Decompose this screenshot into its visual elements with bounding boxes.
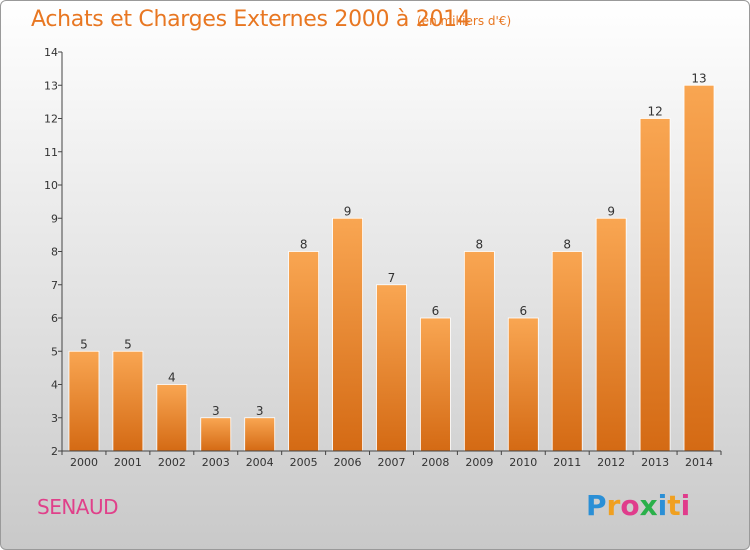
chart-subtitle: (en milliers d'€) xyxy=(417,14,512,28)
logo-letter: x xyxy=(639,489,658,522)
x-tick-label-2014: 2014 xyxy=(685,456,713,469)
data-label-2002: 4 xyxy=(168,371,176,385)
bar-2006 xyxy=(332,217,363,452)
commune-name: SENAUD xyxy=(37,495,119,519)
data-label-2005: 8 xyxy=(300,238,308,252)
data-label-2006: 9 xyxy=(344,204,352,218)
proxiti-logo: Proxiti xyxy=(586,489,690,522)
bar-2002 xyxy=(156,384,188,452)
y-tick-label: 2 xyxy=(51,445,58,458)
y-tick-label: 12 xyxy=(44,113,58,126)
y-tick-label: 5 xyxy=(51,345,58,358)
data-label-2009: 8 xyxy=(476,238,484,252)
logo-letter: P xyxy=(586,489,607,522)
bar-2014 xyxy=(683,84,715,452)
bar-2007 xyxy=(376,284,407,452)
x-tick-label-2007: 2007 xyxy=(378,456,406,469)
logo-letter: i xyxy=(657,489,668,522)
logo-letter: t xyxy=(667,489,681,522)
y-tick-label: 7 xyxy=(51,279,58,292)
bar-2010 xyxy=(507,317,539,452)
bar-2005 xyxy=(288,251,320,452)
data-label-2004: 3 xyxy=(256,404,264,418)
bar-2012 xyxy=(595,217,627,452)
data-label-2000: 5 xyxy=(80,337,88,351)
y-tick-label: 3 xyxy=(51,412,58,425)
x-tick-label-2002: 2002 xyxy=(158,456,186,469)
data-label-2011: 8 xyxy=(563,238,571,252)
x-tick-label-2000: 2000 xyxy=(70,456,98,469)
y-tick-label: 14 xyxy=(44,46,58,59)
chart-title: Achats et Charges Externes 2000 à 2014 xyxy=(31,7,471,32)
bar-2004 xyxy=(244,417,276,452)
bar-2008 xyxy=(420,317,451,452)
data-label-2012: 9 xyxy=(607,204,615,218)
data-label-2013: 12 xyxy=(647,105,662,119)
y-tick-label: 6 xyxy=(51,312,58,325)
data-label-2010: 6 xyxy=(519,304,527,318)
bar-2000 xyxy=(68,350,100,452)
x-tick-label-2010: 2010 xyxy=(509,456,537,469)
x-tick-label-2013: 2013 xyxy=(641,456,669,469)
x-tick-label-2011: 2011 xyxy=(553,456,581,469)
x-tick-label-2005: 2005 xyxy=(290,456,318,469)
data-label-2007: 7 xyxy=(388,271,396,285)
y-tick-label: 10 xyxy=(44,179,58,192)
x-tick-label-2012: 2012 xyxy=(597,456,625,469)
bar-2009 xyxy=(463,251,495,452)
x-tick-label-2001: 2001 xyxy=(114,456,142,469)
x-tick-label-2006: 2006 xyxy=(334,456,362,469)
bar-2003 xyxy=(200,417,232,452)
x-tick-label-2003: 2003 xyxy=(202,456,230,469)
y-tick-label: 9 xyxy=(51,212,58,225)
logo-letter: r xyxy=(606,489,621,522)
y-tick-label: 13 xyxy=(44,79,58,92)
logo-letter: i xyxy=(680,489,691,522)
data-label-2001: 5 xyxy=(124,337,132,351)
data-label-2003: 3 xyxy=(212,404,220,418)
y-tick-label: 4 xyxy=(51,379,58,392)
data-label-2008: 6 xyxy=(432,304,440,318)
logo-letter: o xyxy=(620,489,640,522)
bar-2011 xyxy=(551,251,583,452)
data-label-2014: 13 xyxy=(691,71,706,85)
x-tick-label-2009: 2009 xyxy=(465,456,493,469)
x-tick-label-2008: 2008 xyxy=(421,456,449,469)
x-tick-label-2004: 2004 xyxy=(246,456,274,469)
bar-2013 xyxy=(639,118,671,452)
y-tick-label: 8 xyxy=(51,246,58,259)
y-tick-label: 11 xyxy=(44,146,58,159)
bar-2001 xyxy=(112,350,144,452)
